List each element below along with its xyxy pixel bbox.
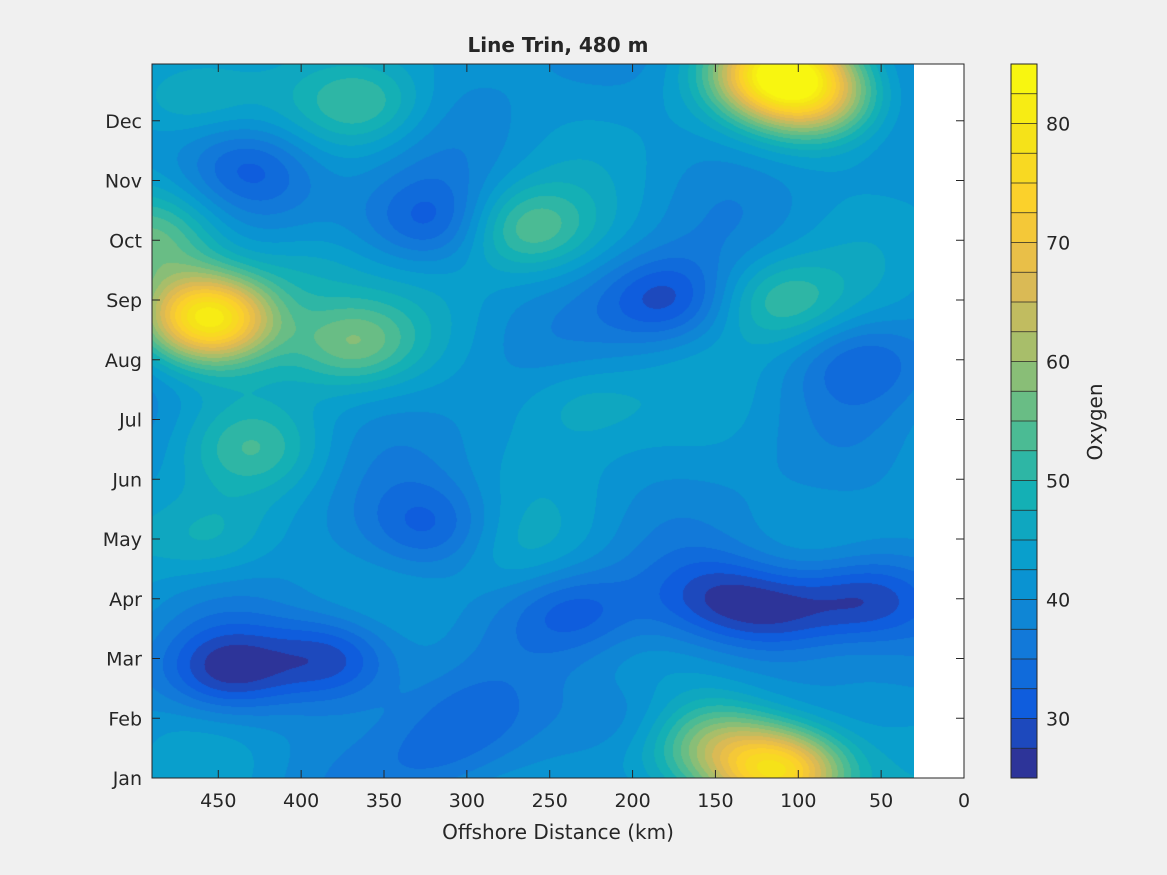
colorbar-band bbox=[1011, 331, 1037, 362]
x-tick-label: 400 bbox=[283, 790, 319, 812]
y-tick-label: Feb bbox=[108, 708, 142, 730]
x-tick-label: 350 bbox=[366, 790, 402, 812]
colorbar: 30 40 50 60 70 80 bbox=[1010, 63, 1070, 779]
y-tick-label: Jul bbox=[118, 410, 142, 432]
colorbar-tick-label: 40 bbox=[1046, 590, 1070, 612]
y-tick-label: Apr bbox=[109, 589, 142, 611]
y-tick-label: Aug bbox=[105, 350, 142, 372]
y-tick-label: May bbox=[103, 529, 142, 551]
y-tick-label: Dec bbox=[105, 111, 142, 133]
y-tick-label: Jun bbox=[111, 469, 142, 491]
colorbar-band bbox=[1011, 361, 1037, 392]
colorbar-band bbox=[1011, 688, 1037, 719]
colorbar-band bbox=[1011, 391, 1037, 422]
y-tick-label: Jan bbox=[112, 768, 142, 790]
colorbar-band bbox=[1011, 272, 1037, 303]
x-tick-label: 450 bbox=[200, 790, 236, 812]
x-tick-label: 200 bbox=[614, 790, 650, 812]
colorbar-band bbox=[1011, 421, 1037, 452]
x-tick-label: 100 bbox=[780, 790, 816, 812]
contour-fill bbox=[152, 64, 914, 778]
colorbar-tick-label: 30 bbox=[1046, 709, 1070, 731]
colorbar-band bbox=[1011, 212, 1037, 243]
colorbar-band bbox=[1011, 510, 1037, 541]
colorbar-band bbox=[1011, 480, 1037, 511]
colorbar-tick-label: 70 bbox=[1046, 233, 1070, 255]
colorbar-tick-label: 80 bbox=[1046, 114, 1070, 136]
y-axis-ticks: Jan Feb Mar Apr May Jun Jul Aug Sep Oct Nov Dec bbox=[103, 111, 964, 790]
colorbar-band bbox=[1011, 748, 1037, 779]
colorbar-frame bbox=[1010, 63, 1038, 779]
colorbar-tick-label: 50 bbox=[1046, 471, 1070, 493]
colorbar-tick-label: 60 bbox=[1046, 352, 1070, 374]
colorbar-band bbox=[1011, 599, 1037, 630]
colorbar-band bbox=[1011, 183, 1037, 214]
x-tick-label: 0 bbox=[958, 790, 970, 812]
colorbar-band bbox=[1011, 242, 1037, 273]
colorbar-band bbox=[1011, 302, 1037, 333]
colorbar-band bbox=[1011, 123, 1037, 154]
x-tick-label: 300 bbox=[449, 790, 485, 812]
x-tick-label: 50 bbox=[869, 790, 893, 812]
y-tick-label: Mar bbox=[106, 649, 142, 671]
colorbar-band bbox=[1011, 540, 1037, 571]
colorbar-band bbox=[1011, 718, 1037, 749]
axes-box bbox=[151, 63, 965, 779]
chart-title: Line Trin, 480 m bbox=[468, 33, 649, 57]
colorbar-band bbox=[1011, 153, 1037, 184]
x-tick-label: 250 bbox=[532, 790, 568, 812]
x-axis-label: Offshore Distance (km) bbox=[442, 820, 674, 844]
colorbar-band bbox=[1011, 93, 1037, 124]
colorbar-band bbox=[1011, 64, 1037, 95]
colorbar-band bbox=[1011, 629, 1037, 660]
y-tick-label: Nov bbox=[105, 171, 142, 193]
y-tick-label: Oct bbox=[109, 230, 142, 252]
y-tick-label: Sep bbox=[106, 290, 142, 312]
colorbar-band bbox=[1011, 659, 1037, 690]
x-axis-ticks: 450 400 350 300 250 200 150 100 50 0 bbox=[200, 64, 970, 812]
colorbar-band bbox=[1011, 569, 1037, 600]
colorbar-label: Oxygen bbox=[1083, 383, 1107, 460]
colorbar-band bbox=[1011, 450, 1037, 481]
x-tick-label: 150 bbox=[697, 790, 733, 812]
